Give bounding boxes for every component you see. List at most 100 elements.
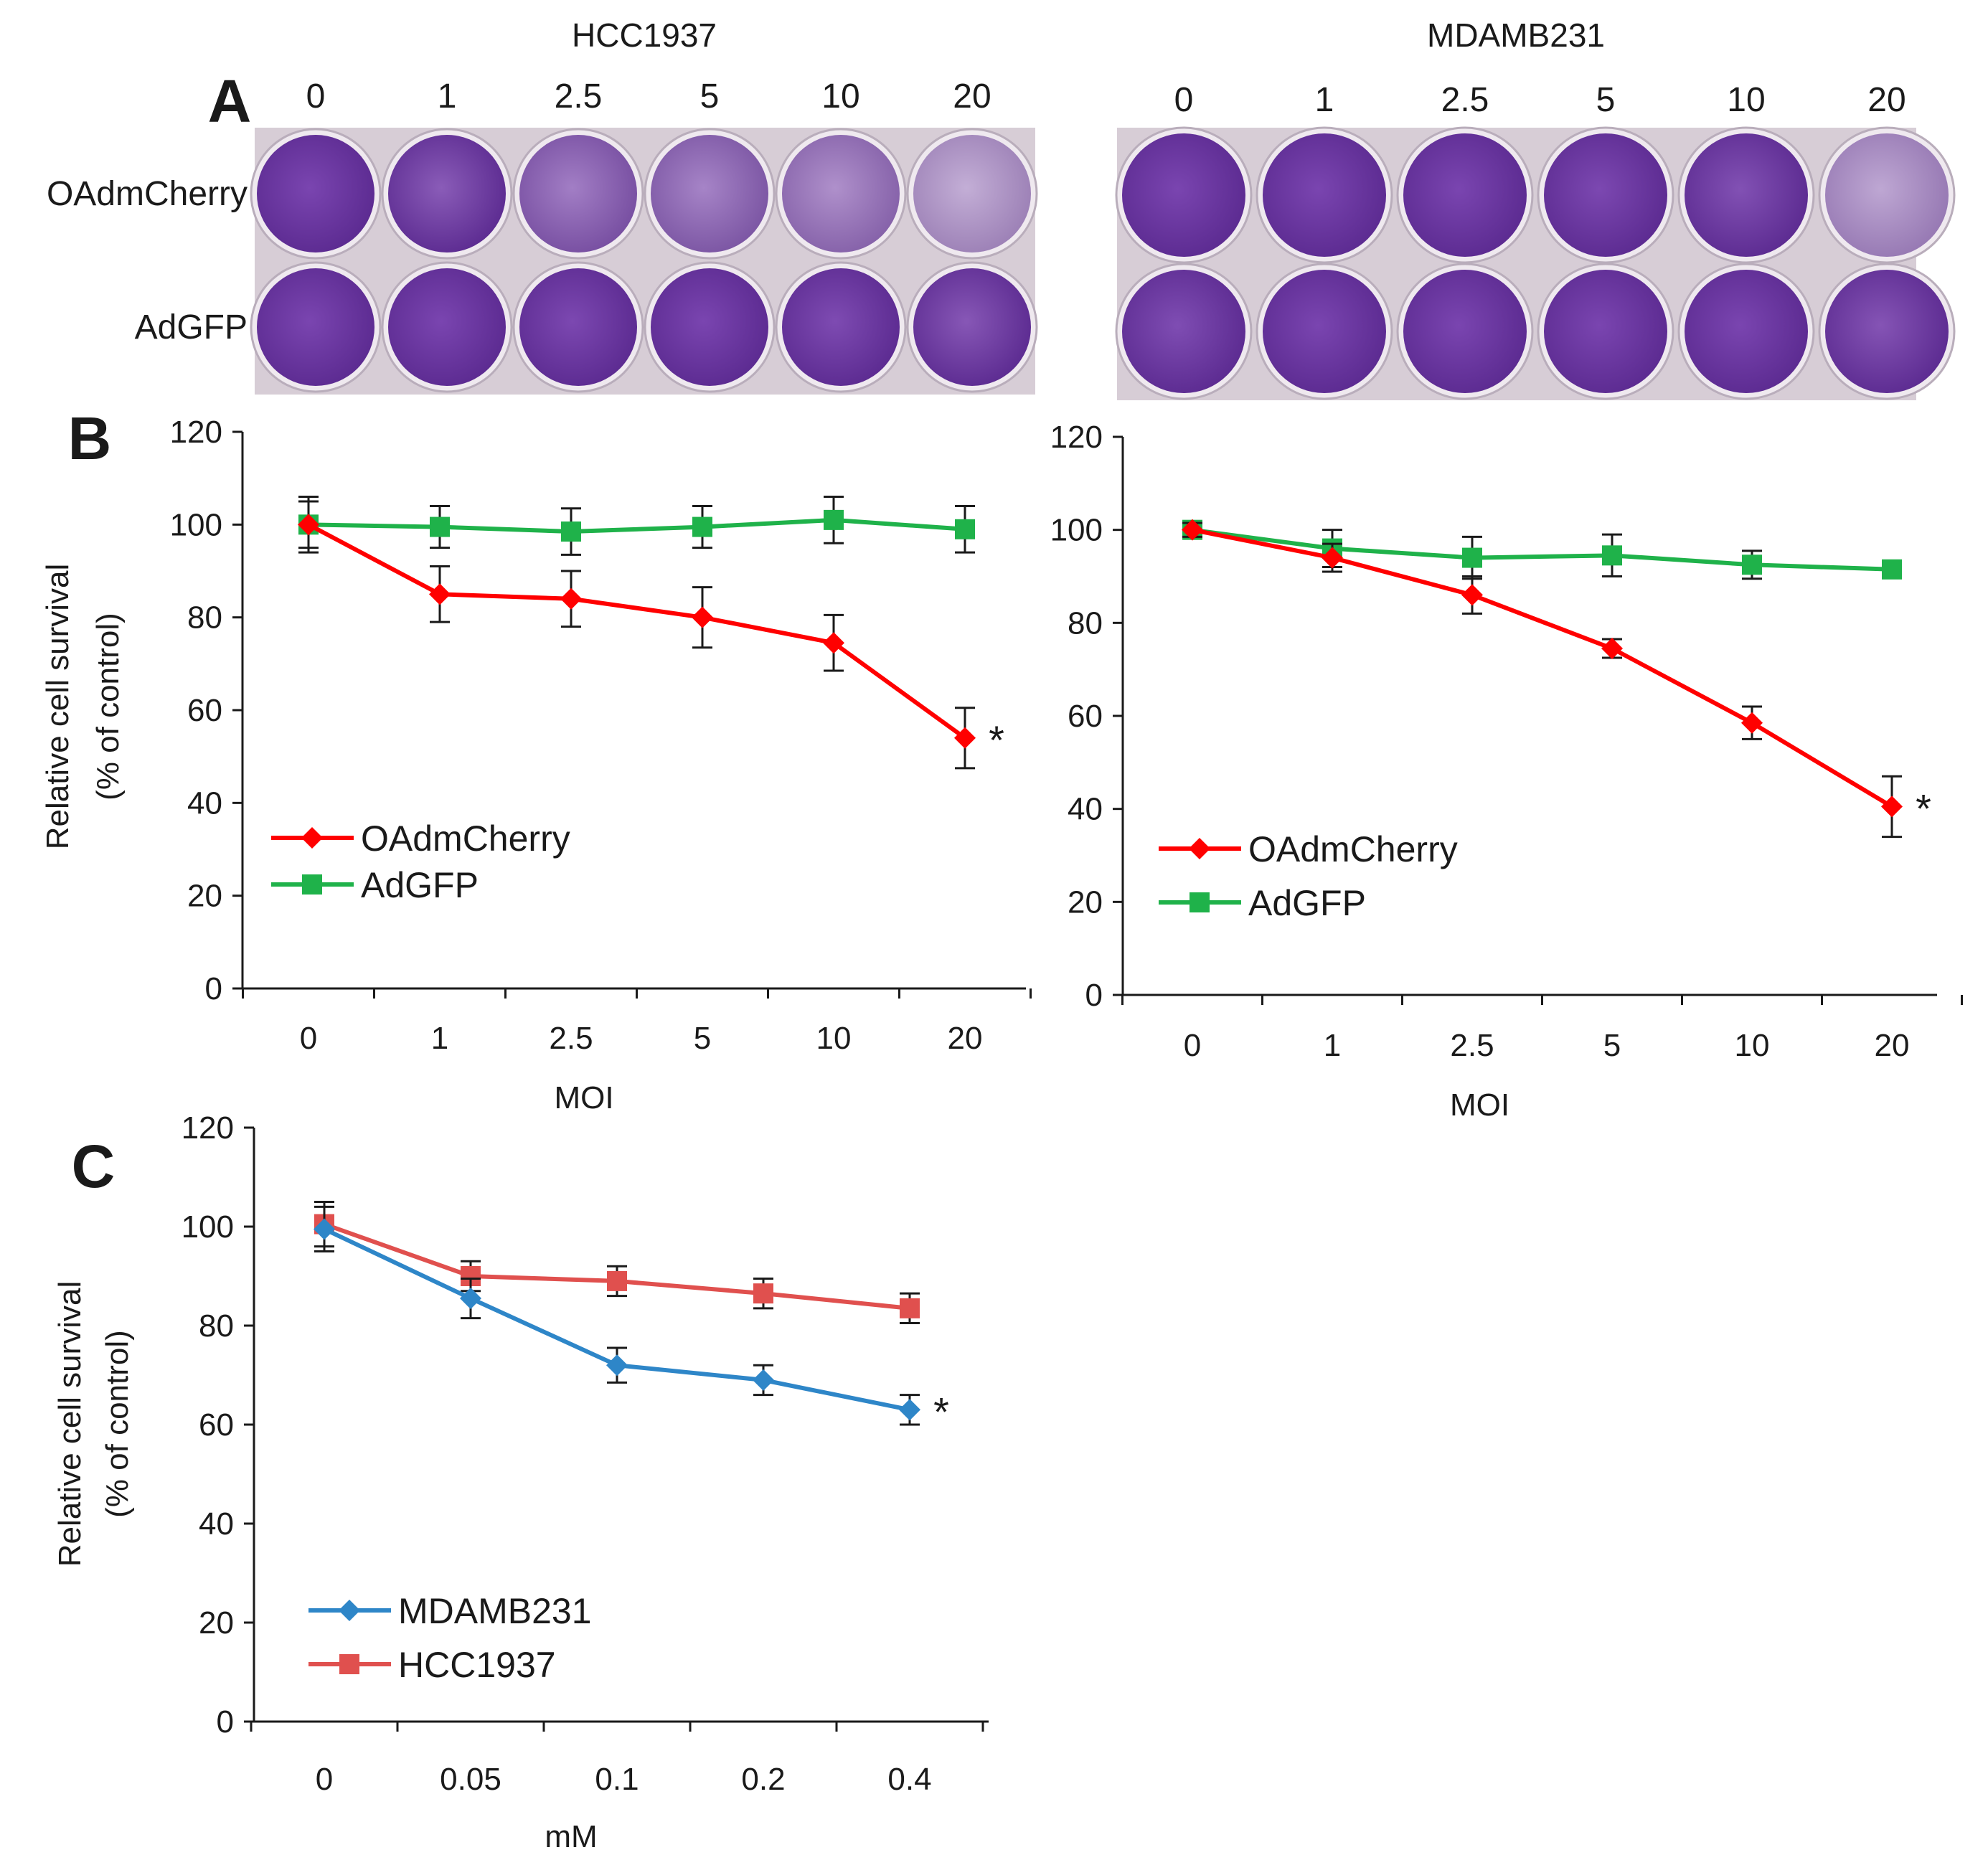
data-point bbox=[1882, 559, 1902, 580]
panel-letter-c: C bbox=[72, 1133, 116, 1200]
well bbox=[913, 268, 1031, 386]
well bbox=[1685, 133, 1808, 257]
x-tick-label: 5 bbox=[694, 1021, 711, 1056]
x-axis-title: MOI bbox=[1450, 1087, 1509, 1123]
data-point bbox=[1601, 637, 1623, 659]
y-tick-label: 40 bbox=[199, 1506, 234, 1542]
well bbox=[651, 268, 768, 386]
x-tick-label: 0.05 bbox=[440, 1762, 501, 1797]
chart-b-mdamb231: 0 20 40 60 80 100 120 0 1 2.5 5 10 20 MOI * OAdmCherry A… bbox=[1050, 420, 1963, 1123]
legend-item: OAdmCherry bbox=[271, 818, 570, 859]
plate-background bbox=[255, 128, 1035, 395]
well bbox=[1544, 270, 1667, 393]
data-point bbox=[607, 1270, 627, 1291]
legend-marker bbox=[302, 874, 322, 895]
significance-marker: * bbox=[989, 717, 1004, 763]
well bbox=[257, 268, 374, 386]
x-tick-label: 2.5 bbox=[549, 1021, 593, 1056]
x-tick-label: 0 bbox=[316, 1762, 333, 1797]
panel-letter-a: A bbox=[208, 67, 252, 135]
data-point bbox=[1602, 545, 1622, 566]
series-line bbox=[308, 517, 966, 534]
legend-item: HCC1937 bbox=[308, 1645, 556, 1685]
y-tick-label: 100 bbox=[1050, 513, 1103, 548]
series-adgfp bbox=[298, 496, 975, 556]
plate-moi-label: 10 bbox=[821, 77, 859, 115]
well bbox=[257, 135, 374, 252]
y-tick-label: 80 bbox=[187, 600, 222, 636]
y-tick-label: 0 bbox=[1085, 978, 1103, 1013]
series-oadmcherry bbox=[298, 496, 976, 770]
x-tick-label: 0.2 bbox=[741, 1762, 785, 1797]
x-tick-label: 0.4 bbox=[887, 1762, 931, 1797]
data-point bbox=[1322, 547, 1343, 569]
y-tick-label: 20 bbox=[187, 879, 222, 914]
data-point bbox=[899, 1399, 920, 1421]
legend-label: OAdmCherry bbox=[361, 818, 570, 859]
data-point bbox=[1881, 796, 1903, 818]
x-tick-label: 2.5 bbox=[1450, 1028, 1494, 1063]
data-point bbox=[429, 583, 451, 605]
legend-label: AdGFP bbox=[361, 865, 479, 905]
y-tick-label: 120 bbox=[182, 1110, 234, 1146]
series-line bbox=[1192, 527, 1893, 572]
well bbox=[1825, 270, 1949, 393]
well bbox=[1263, 270, 1386, 393]
legend-marker bbox=[1189, 892, 1210, 912]
data-point bbox=[824, 509, 844, 530]
data-point bbox=[1742, 554, 1762, 575]
data-point bbox=[1461, 584, 1483, 606]
well bbox=[1825, 133, 1949, 257]
x-tick-label: 10 bbox=[1735, 1028, 1770, 1063]
x-tick-label: 0 bbox=[300, 1021, 317, 1056]
legend-item: MDAMB231 bbox=[308, 1591, 592, 1631]
y-tick-label: 60 bbox=[199, 1407, 234, 1443]
series-mdamb231 bbox=[314, 1205, 920, 1426]
well bbox=[388, 135, 506, 252]
data-point bbox=[753, 1369, 774, 1391]
legend-label: MDAMB231 bbox=[398, 1591, 592, 1631]
plate-moi-label: 20 bbox=[1867, 81, 1905, 119]
data-point bbox=[955, 519, 975, 539]
data-point bbox=[692, 606, 713, 628]
data-point bbox=[954, 727, 976, 749]
significance-marker: * bbox=[933, 1389, 949, 1434]
plate-moi-label: 1 bbox=[438, 77, 457, 115]
well bbox=[1685, 270, 1808, 393]
legend-item: OAdmCherry bbox=[1159, 829, 1458, 869]
well bbox=[1403, 270, 1527, 393]
x-tick-label: 5 bbox=[1603, 1028, 1621, 1063]
y-tick-label: 80 bbox=[199, 1308, 234, 1344]
significance-marker: * bbox=[1916, 785, 1931, 831]
well bbox=[782, 268, 900, 386]
panel-letter-b: B bbox=[68, 405, 112, 472]
data-point bbox=[314, 1218, 335, 1240]
legend-marker bbox=[339, 1600, 360, 1621]
y-axis-title-line2: (% of control) bbox=[90, 613, 126, 801]
plate-moi-label: 0 bbox=[1174, 81, 1194, 119]
legend-marker bbox=[1189, 838, 1210, 859]
plate-moi-label: 5 bbox=[700, 77, 720, 115]
plate-moi-label: 2.5 bbox=[1441, 81, 1489, 119]
plate-photo-0: HCC1937 0 1 2.5 5 10 20 OAdmCherry AdGFP bbox=[47, 16, 1038, 395]
well bbox=[388, 268, 506, 386]
legend-item: AdGFP bbox=[271, 865, 479, 905]
plate-row-label: AdGFP bbox=[135, 308, 248, 346]
data-point bbox=[606, 1354, 628, 1377]
plate-moi-label: 2.5 bbox=[555, 77, 603, 115]
y-tick-label: 20 bbox=[1068, 884, 1103, 920]
plate-moi-label: 5 bbox=[1596, 81, 1616, 119]
y-tick-label: 40 bbox=[1068, 792, 1103, 827]
x-tick-label: 0 bbox=[1184, 1028, 1201, 1063]
data-point bbox=[298, 514, 319, 536]
plate-moi-label: 0 bbox=[306, 77, 326, 115]
well bbox=[1263, 133, 1386, 257]
plate-title: HCC1937 bbox=[572, 16, 717, 54]
series-hcc1937 bbox=[314, 1201, 920, 1325]
data-point bbox=[1182, 519, 1203, 541]
y-tick-label: 0 bbox=[217, 1704, 234, 1740]
x-axis-title: MOI bbox=[554, 1080, 613, 1115]
legend-label: HCC1937 bbox=[398, 1645, 556, 1685]
legend-label: OAdmCherry bbox=[1248, 829, 1458, 869]
